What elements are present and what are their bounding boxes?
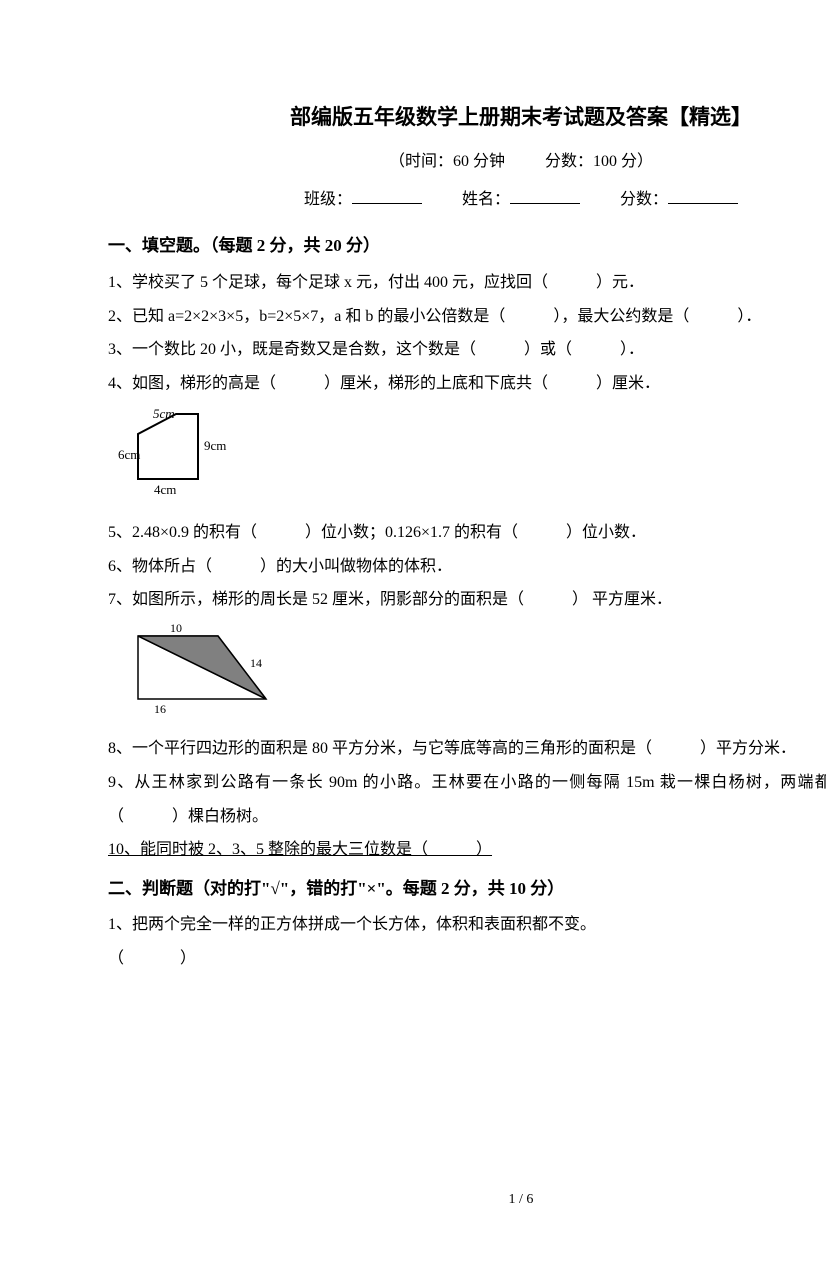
label-14: 14 bbox=[250, 656, 262, 670]
name-blank bbox=[510, 186, 580, 204]
shaded-svg: 10 14 16 bbox=[118, 621, 288, 716]
label-9cm: 9cm bbox=[204, 438, 226, 453]
student-info-line: 班级： 姓名： 分数： bbox=[108, 183, 826, 217]
score-label: 分数：100 分） bbox=[545, 153, 653, 170]
exam-meta: （时间：60 分钟 分数：100 分） bbox=[108, 145, 826, 179]
question-1: 1、学校买了 5 个足球，每个足球 x 元，付出 400 元，应找回（ ）元． bbox=[108, 266, 826, 300]
trapezoid-shape bbox=[138, 414, 198, 479]
question-7: 7、如图所示，梯形的周长是 52 厘米，阴影部分的面积是（ ） 平方厘米． bbox=[108, 583, 826, 617]
question-4: 4、如图，梯形的高是（ ）厘米，梯形的上底和下底共（ ）厘米． bbox=[108, 367, 826, 401]
class-blank bbox=[352, 186, 422, 204]
score-field-label: 分数： bbox=[620, 191, 668, 208]
question-6: 6、物体所占（ ）的大小叫做物体的体积． bbox=[108, 550, 826, 584]
question-3: 3、一个数比 20 小，既是奇数又是合数，这个数是（ ）或（ ）． bbox=[108, 333, 826, 367]
class-label: 班级： bbox=[304, 191, 352, 208]
question-5: 5、2.48×0.9 的积有（ ）位小数；0.126×1.7 的积有（ ）位小数… bbox=[108, 516, 826, 550]
trapezoid-svg: 5cm 6cm 9cm 4cm bbox=[118, 404, 248, 499]
section-2-header: 二、判断题（对的打"√"，错的打"×"。每题 2 分，共 10 分） bbox=[108, 871, 826, 907]
label-6cm: 6cm bbox=[118, 447, 140, 462]
time-label: （时间：60 分钟 bbox=[389, 153, 505, 170]
name-label: 姓名： bbox=[462, 191, 510, 208]
label-10: 10 bbox=[170, 621, 182, 635]
question-8: 8、一个平行四边形的面积是 80 平方分米，与它等底等高的三角形的面积是（ ）平… bbox=[108, 732, 826, 766]
score-blank bbox=[668, 186, 738, 204]
question-2: 2、已知 a=2×2×3×5，b=2×5×7，a 和 b 的最小公倍数是（ ），… bbox=[108, 300, 826, 334]
s2-question-1-paren: （ ） bbox=[108, 942, 826, 976]
figure-shaded-trapezoid: 10 14 16 bbox=[118, 621, 826, 729]
figure-trapezoid: 5cm 6cm 9cm 4cm bbox=[118, 404, 826, 512]
label-5cm: 5cm bbox=[153, 406, 175, 421]
label-16: 16 bbox=[154, 702, 166, 716]
page-number: 1 / 6 bbox=[108, 1185, 826, 1214]
question-10: 10、能同时被 2、3、5 整除的最大三位数是（ ） bbox=[108, 833, 826, 867]
page-container: 部编版五年级数学上册期末考试题及答案【精选】 （时间：60 分钟 分数：100 … bbox=[108, 95, 826, 1264]
label-4cm: 4cm bbox=[154, 482, 176, 497]
question-9: 9、从王林家到公路有一条长 90m 的小路。王林要在小路的一侧每隔 15m 栽一… bbox=[108, 766, 826, 833]
section-1-header: 一、填空题。（每题 2 分，共 20 分） bbox=[108, 228, 826, 264]
s2-question-1: 1、把两个完全一样的正方体拼成一个长方体，体积和表面积都不变。 bbox=[108, 908, 826, 942]
document-title: 部编版五年级数学上册期末考试题及答案【精选】 bbox=[108, 95, 826, 139]
